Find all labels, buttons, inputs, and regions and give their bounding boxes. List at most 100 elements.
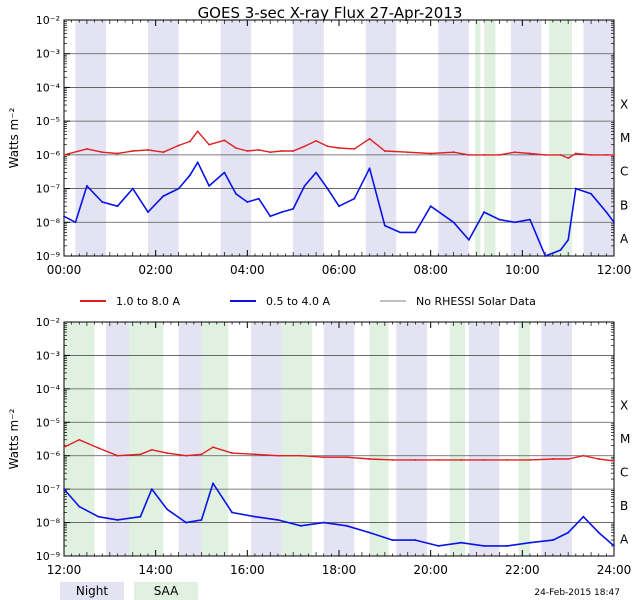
data-point <box>322 456 325 459</box>
data-point <box>86 185 88 187</box>
data-point <box>78 505 81 508</box>
x-tick-label: 06:00 <box>322 263 357 277</box>
legend-no-data-label: No RHESSI Solar Data <box>416 295 536 308</box>
data-point <box>101 151 104 154</box>
data-point <box>368 137 371 140</box>
data-point <box>116 519 119 521</box>
data-point <box>613 459 615 462</box>
data-point <box>590 192 592 195</box>
night-band <box>148 20 179 256</box>
data-point <box>276 454 279 457</box>
data-point <box>63 153 65 156</box>
x-tick-label: 10:00 <box>505 263 540 277</box>
data-point <box>574 152 577 155</box>
data-point <box>590 153 592 156</box>
data-point <box>452 151 455 154</box>
data-point <box>567 239 570 241</box>
data-point <box>513 151 516 154</box>
data-point <box>177 144 180 147</box>
night-band <box>468 322 500 556</box>
night-band <box>323 322 355 556</box>
data-point <box>582 515 585 518</box>
night-band <box>75 20 107 256</box>
data-point <box>63 446 65 449</box>
data-point <box>483 153 486 156</box>
data-point <box>185 521 188 524</box>
data-point <box>582 454 585 457</box>
data-point <box>231 452 233 454</box>
x-tick-label: 04:00 <box>230 263 265 277</box>
data-point <box>269 151 272 154</box>
night-band <box>365 20 397 256</box>
x-tick-label: 24:00 <box>597 563 632 577</box>
x-tick-label: 22:00 <box>505 563 540 577</box>
data-point <box>131 187 134 190</box>
data-point <box>276 519 279 521</box>
saa-band <box>549 20 572 256</box>
data-point <box>429 152 432 155</box>
data-point <box>513 221 516 224</box>
data-point <box>391 539 394 541</box>
data-point <box>257 149 260 151</box>
data-point <box>162 195 165 197</box>
data-point <box>280 150 283 152</box>
night-band <box>396 322 427 556</box>
flare-class-label: C <box>620 465 628 479</box>
y-tick-label: 10⁻³ <box>36 48 60 61</box>
y-tick-label: 10⁻⁵ <box>36 416 60 429</box>
data-point <box>78 438 81 441</box>
flare-class-label: M <box>620 432 630 446</box>
night-band <box>438 20 469 256</box>
saa-band <box>518 322 530 556</box>
x-tick-label: 14:00 <box>138 563 173 577</box>
data-point <box>567 531 570 534</box>
data-point <box>383 224 386 227</box>
legend-short-label: 0.5 to 4.0 A <box>266 295 331 308</box>
data-point <box>567 458 570 460</box>
data-point <box>467 153 470 156</box>
series-line-short-channel <box>63 161 615 257</box>
data-point <box>406 151 409 154</box>
saa-band <box>484 20 496 256</box>
legend-saa-swatch <box>134 582 198 600</box>
data-point <box>246 150 249 152</box>
saa-band <box>201 322 229 556</box>
data-point <box>234 192 237 195</box>
data-point <box>391 458 394 461</box>
data-point <box>280 211 283 214</box>
night-band <box>293 20 324 256</box>
saa-band <box>128 322 164 556</box>
data-point <box>246 201 249 203</box>
flare-class-label: A <box>620 532 629 546</box>
saa-band <box>474 20 481 256</box>
data-point <box>345 524 348 527</box>
legend-night-label: Night <box>76 584 109 598</box>
x-tick-label: 12:00 <box>47 563 82 577</box>
data-point <box>345 456 348 459</box>
data-point <box>368 458 371 460</box>
data-point <box>452 221 455 224</box>
legend: 1.0 to 8.0 A 0.5 to 4.0 A No RHESSI Sola… <box>80 295 536 308</box>
data-point <box>429 205 432 208</box>
data-point <box>299 454 302 457</box>
data-point <box>162 151 165 154</box>
saa-band <box>281 322 313 556</box>
legend-long-label: 1.0 to 8.0 A <box>116 295 181 308</box>
data-point <box>414 231 417 234</box>
y-tick-label: 10⁻⁶ <box>36 149 61 162</box>
data-point <box>483 458 486 461</box>
data-point <box>437 545 440 547</box>
band-legend: Night SAA 24-Feb-2015 18:47 <box>60 582 620 600</box>
data-point <box>223 139 226 142</box>
data-point <box>139 515 142 518</box>
data-point <box>613 545 615 547</box>
lower-panel-12-24: 10⁻⁹ 10⁻⁸ 10⁻⁷ 10⁻⁶ 10⁻⁵ 10⁻⁴ 10⁻³ 10⁻² Watts m⁻… <box>7 316 631 577</box>
data-point <box>322 521 325 524</box>
x-tick-label: 20:00 <box>413 563 448 577</box>
data-point <box>544 153 547 156</box>
data-point <box>551 458 554 460</box>
y-tick-label: 10⁻⁴ <box>36 81 61 94</box>
y-tick-label: 10⁻⁸ <box>36 216 61 229</box>
flare-class-label: A <box>620 232 629 246</box>
data-point <box>368 531 371 534</box>
